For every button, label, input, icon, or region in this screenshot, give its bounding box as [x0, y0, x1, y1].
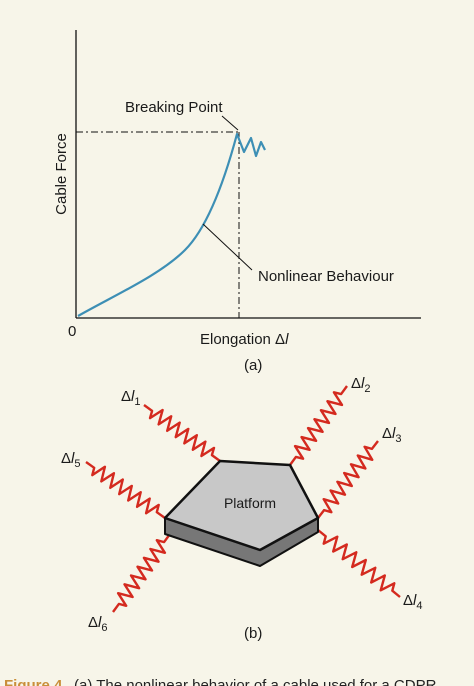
breaking-point-label: Breaking Point — [125, 99, 223, 116]
panel-a-label: (a) — [244, 357, 262, 374]
cable-spring-2 — [289, 385, 348, 466]
caption-text: (a) The nonlinear behavior of a cable us… — [74, 677, 437, 686]
cable-label-4: Δl4 — [403, 592, 423, 612]
caption-figure-number: Figure 4 — [4, 677, 63, 686]
cable-label-2: Δl2 — [351, 375, 371, 395]
force-elongation-curve — [77, 132, 266, 317]
cable-spring-1 — [143, 404, 221, 462]
nonlinear-behaviour-label: Nonlinear Behaviour — [258, 268, 394, 285]
figure-caption: Figure 4 (a) The nonlinear behavior of a… — [4, 677, 437, 686]
cable-label-5: Δl5 — [61, 450, 81, 470]
y-axis-label: Cable Force — [53, 133, 70, 215]
cable-spring-5 — [85, 461, 166, 519]
platform-top — [163, 459, 320, 552]
cable-label-6: Δl6 — [88, 614, 108, 634]
cable-spring-3 — [317, 440, 379, 519]
origin-label: 0 — [68, 323, 76, 340]
cable-spring-6 — [112, 533, 171, 613]
nonlinear-pointer — [202, 223, 253, 271]
panel-b-diagram: Platform Δl1 Δl2 Δl3 Δl4 Δl5 Δl6 (b) — [61, 375, 423, 642]
cable-spring-4 — [317, 529, 401, 598]
x-axis-label: Elongation Δl — [200, 331, 289, 348]
panel-b-label: (b) — [244, 625, 262, 642]
cable-springs — [85, 385, 401, 613]
cable-label-3: Δl3 — [382, 425, 402, 445]
platform: Platform — [163, 459, 320, 567]
platform-label: Platform — [224, 495, 276, 511]
cable-label-1: Δl1 — [121, 388, 141, 408]
panel-a-graph: Cable Force 0 Elongation Δl Breaking Poi… — [53, 30, 421, 374]
breaking-point-pointer — [221, 115, 239, 131]
